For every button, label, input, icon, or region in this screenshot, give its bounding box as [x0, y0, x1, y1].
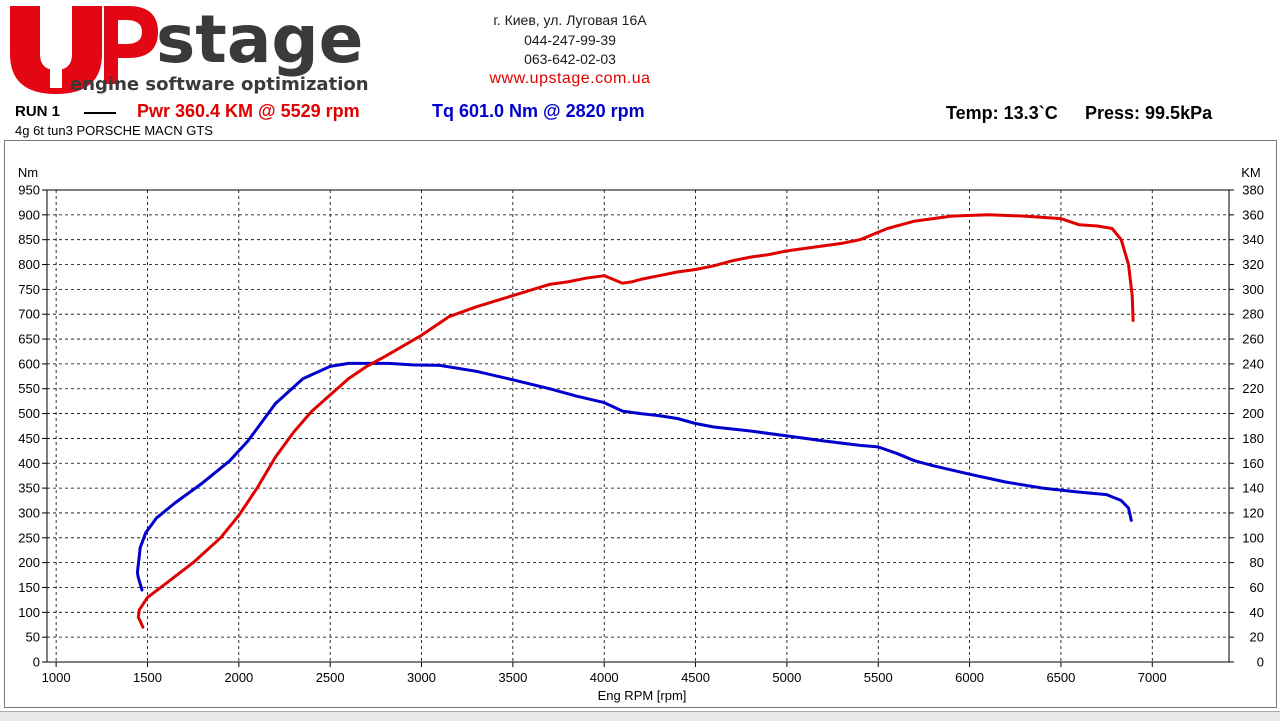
- x-tick-label: 3000: [407, 670, 436, 685]
- y-right-tick-label: 220: [1242, 381, 1264, 396]
- x-tick-label: 7000: [1138, 670, 1167, 685]
- y-left-tick-label: 350: [18, 481, 40, 496]
- x-tick-label: 5000: [772, 670, 801, 685]
- y-left-tick-label: 100: [18, 605, 40, 620]
- upstage-logo: stage engine software optimization: [10, 2, 369, 95]
- y-left-tick-label: 700: [18, 307, 40, 322]
- series-layer: [135, 213, 1135, 629]
- y-left-tick-label: 900: [18, 207, 40, 222]
- y-right-tick-label: 40: [1250, 605, 1264, 620]
- address-text: г. Киев, ул. Луговая 16А: [493, 12, 647, 28]
- website-link: www.upstage.com.ua: [489, 70, 651, 87]
- y-left-tick-label: 650: [18, 332, 40, 347]
- vehicle-description: 4g 6t tun3 PORSCHE MACN GTS: [15, 123, 213, 138]
- x-tick-label: 4500: [681, 670, 710, 685]
- run-legend-line: [84, 112, 116, 114]
- y-right-tick-label: 80: [1250, 555, 1264, 570]
- y-right-tick-label: 320: [1242, 257, 1264, 272]
- grid-layer: [47, 190, 1229, 662]
- x-axis-title: Eng RPM [rpm]: [598, 688, 687, 703]
- y-right-tick-label: 200: [1242, 406, 1264, 421]
- x-tick-label: 2500: [316, 670, 345, 685]
- y-left-tick-label: 750: [18, 282, 40, 297]
- y-right-tick-label: 280: [1242, 307, 1264, 322]
- y-right-tick-label: 340: [1242, 232, 1264, 247]
- y-right-tick-label: 20: [1250, 630, 1264, 645]
- power-summary: Pwr 360.4 KM @ 5529 rpm: [137, 101, 360, 121]
- y-left-tick-label: 200: [18, 555, 40, 570]
- x-tick-label: 6500: [1046, 670, 1075, 685]
- x-tick-label: 1000: [42, 670, 71, 685]
- y-right-tick-label: 120: [1242, 505, 1264, 520]
- y-left-tick-label: 800: [18, 257, 40, 272]
- x-tick-label: 4000: [590, 670, 619, 685]
- brand-tagline: engine software optimization: [70, 74, 369, 95]
- y-left-tick-label: 300: [18, 505, 40, 520]
- y-right-axis-title: KM: [1241, 165, 1261, 180]
- y-left-axis-title: Nm: [18, 165, 38, 180]
- x-tick-label: 1500: [133, 670, 162, 685]
- y-right-tick-label: 0: [1257, 655, 1264, 670]
- y-right-tick-label: 240: [1242, 356, 1264, 371]
- y-left-tick-label: 500: [18, 406, 40, 421]
- y-right-tick-label: 300: [1242, 282, 1264, 297]
- y-right-tick-label: 380: [1242, 183, 1264, 198]
- y-left-tick-label: 50: [26, 630, 40, 645]
- temperature-readout: Temp: 13.3`C: [946, 103, 1058, 123]
- y-right-tick-label: 260: [1242, 332, 1264, 347]
- y-left-tick-label: 550: [18, 381, 40, 396]
- chart-frame: [4, 140, 1277, 708]
- phone-2: 063-642-02-03: [524, 51, 616, 67]
- x-tick-label: 5500: [864, 670, 893, 685]
- y-right-tick-label: 360: [1242, 207, 1264, 222]
- y-left-tick-label: 850: [18, 232, 40, 247]
- status-bar: [0, 711, 1280, 721]
- up-mark-icon: [10, 6, 158, 94]
- y-right-tick-label: 60: [1250, 580, 1264, 595]
- plot-border: [46, 189, 1230, 663]
- series-line-pwr: [136, 213, 1135, 629]
- run-label: RUN 1: [15, 103, 61, 120]
- phone-1: 044-247-99-39: [524, 32, 616, 48]
- y-right-tick-label: 140: [1242, 481, 1264, 496]
- pressure-readout: Press: 99.5kPa: [1085, 103, 1213, 123]
- x-tick-label: 6000: [955, 670, 984, 685]
- axis-layer: 1000 1500 2000 2500 3000 3500 4000 4500 5000 5500…: [18, 183, 1264, 686]
- y-right-tick-label: 160: [1242, 456, 1264, 471]
- y-left-tick-label: 950: [18, 183, 40, 198]
- x-tick-label: 2000: [224, 670, 253, 685]
- y-left-tick-label: 0: [33, 655, 40, 670]
- brand-wordmark: stage: [156, 2, 363, 78]
- series-line-tq: [135, 361, 1133, 592]
- y-right-tick-label: 180: [1242, 431, 1264, 446]
- y-left-tick-label: 150: [18, 580, 40, 595]
- y-left-tick-label: 600: [18, 356, 40, 371]
- y-left-tick-label: 400: [18, 456, 40, 471]
- x-tick-label: 3500: [498, 670, 527, 685]
- y-right-tick-label: 100: [1242, 530, 1264, 545]
- y-left-tick-label: 250: [18, 530, 40, 545]
- y-left-tick-label: 450: [18, 431, 40, 446]
- torque-summary: Tq 601.0 Nm @ 2820 rpm: [432, 101, 645, 121]
